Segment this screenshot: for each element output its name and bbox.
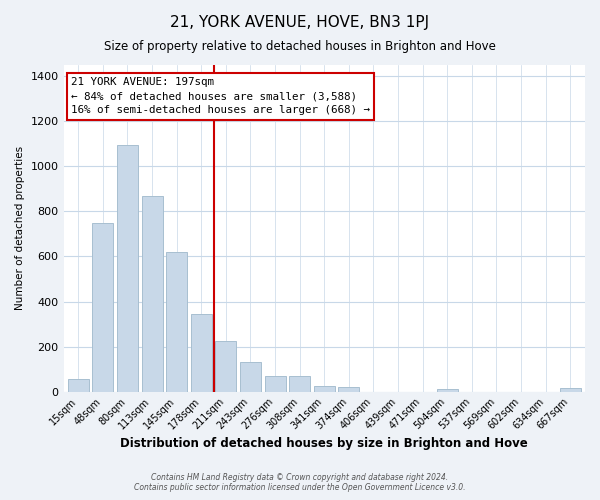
Bar	[117, 145, 138, 392]
Bar	[215, 341, 236, 392]
Bar	[92, 222, 113, 392]
Bar	[240, 362, 261, 392]
Bar	[68, 380, 89, 392]
Text: 21, YORK AVENUE, HOVE, BN3 1PJ: 21, YORK AVENUE, HOVE, BN3 1PJ	[170, 15, 430, 30]
Bar	[289, 376, 310, 392]
Text: Size of property relative to detached houses in Brighton and Hove: Size of property relative to detached ho…	[104, 40, 496, 53]
Bar	[338, 387, 359, 392]
Text: Contains HM Land Registry data © Crown copyright and database right 2024.
Contai: Contains HM Land Registry data © Crown c…	[134, 473, 466, 492]
Bar	[265, 376, 286, 392]
X-axis label: Distribution of detached houses by size in Brighton and Hove: Distribution of detached houses by size …	[121, 437, 528, 450]
Bar	[314, 386, 335, 392]
Text: 21 YORK AVENUE: 197sqm
← 84% of detached houses are smaller (3,588)
16% of semi-: 21 YORK AVENUE: 197sqm ← 84% of detached…	[71, 78, 370, 116]
Bar	[560, 388, 581, 392]
Y-axis label: Number of detached properties: Number of detached properties	[15, 146, 25, 310]
Bar	[191, 314, 212, 392]
Bar	[166, 252, 187, 392]
Bar	[437, 390, 458, 392]
Bar	[142, 196, 163, 392]
